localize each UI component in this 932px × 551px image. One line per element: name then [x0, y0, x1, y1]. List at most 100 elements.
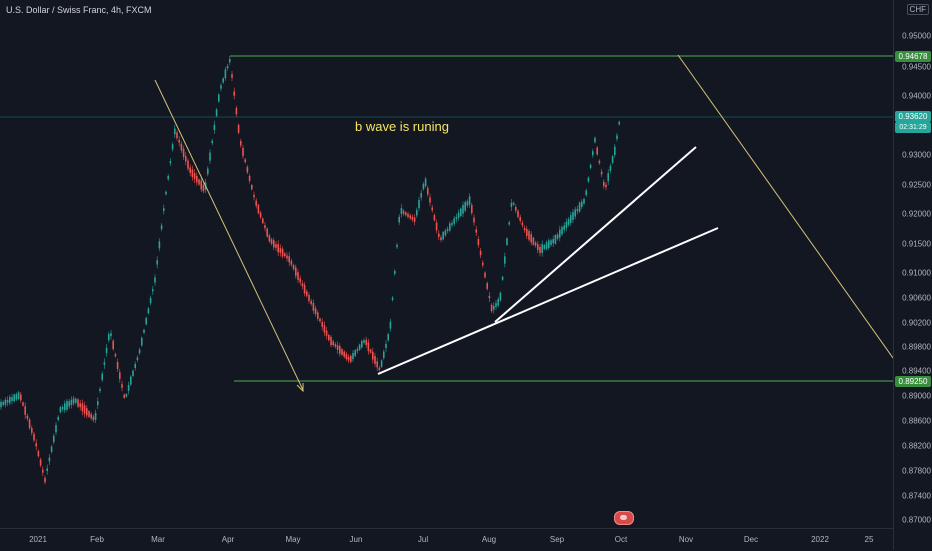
candle-body [251, 185, 253, 190]
candle-body [387, 334, 389, 341]
time-tick: Apr [221, 535, 235, 544]
candle-body [229, 58, 231, 63]
chart-pane[interactable]: U.S. Dollar / Swiss Franc, 4h, FXCM b wa… [0, 0, 894, 528]
candle-body [79, 403, 81, 408]
candle-body [444, 230, 447, 236]
current-price-label: 0.93620 [895, 111, 931, 122]
candle-body [339, 345, 341, 354]
symbol-title[interactable]: U.S. Dollar / Swiss Franc, 4h, FXCM [6, 5, 152, 15]
candle-body [453, 218, 455, 224]
candle-body [299, 278, 301, 283]
channel-arrow-head [296, 383, 304, 393]
candle-body [154, 277, 156, 283]
candle-body [550, 240, 552, 246]
candle-body [207, 168, 209, 175]
price-tick: 0.93000 [902, 150, 931, 160]
currency-badge[interactable]: CHF [906, 4, 929, 15]
candle-body [528, 231, 530, 240]
candle-body [72, 398, 75, 404]
candle-body [383, 351, 385, 359]
candle-body [464, 202, 466, 211]
candle-body [460, 208, 462, 216]
candle-body [354, 350, 356, 356]
candle-body [240, 140, 242, 146]
candle-body [321, 322, 323, 327]
candle-body [330, 336, 332, 346]
upper-level-price-label: 0.94678 [895, 51, 931, 62]
chart-annotation-text[interactable]: b wave is runing [355, 119, 449, 134]
candle-body [68, 401, 70, 407]
candle-body [165, 191, 167, 195]
price-tick: 0.88600 [902, 416, 931, 426]
candle-body [180, 143, 183, 151]
candle-body [583, 199, 585, 204]
candle-body [185, 156, 187, 162]
candle-body [143, 329, 145, 333]
candle-body [614, 146, 616, 155]
candle-body [88, 411, 90, 417]
candle-body [108, 334, 110, 341]
candle-body [4, 399, 7, 405]
candle-body [0, 401, 2, 408]
trend-line-upper[interactable] [494, 146, 697, 323]
candle-body [515, 206, 517, 211]
time-axis[interactable]: 2021 Feb Mar Apr May Jun Jul Aug Sep Oct… [0, 528, 893, 551]
candle-body [134, 364, 136, 368]
candle-body [332, 341, 334, 346]
price-tick: 0.90200 [902, 318, 931, 328]
candle-body [519, 217, 521, 221]
candle-body [46, 468, 48, 472]
candle-body [490, 304, 493, 312]
trend-line-lower[interactable] [377, 227, 719, 375]
candle-body [398, 216, 400, 223]
candle-body [17, 392, 20, 400]
candle-body [284, 253, 286, 257]
candle-body [50, 446, 53, 452]
candle-body [471, 204, 473, 214]
candle-body [277, 244, 279, 253]
candle-body [37, 451, 40, 457]
price-tick: 0.89000 [902, 391, 931, 401]
candle-body [103, 362, 106, 365]
price-tick: 0.94500 [902, 62, 931, 72]
candle-body [310, 300, 312, 304]
candle-body [484, 272, 486, 278]
candle-body [512, 202, 515, 205]
candle-body [33, 433, 35, 441]
candle-body [301, 283, 304, 287]
price-tick: 0.92000 [902, 209, 931, 219]
price-tick: 0.91000 [902, 268, 931, 278]
economic-event-icon[interactable] [614, 511, 634, 525]
candle-body [594, 137, 596, 143]
candle-body [361, 341, 363, 348]
candle-body [158, 241, 161, 249]
candle-body [94, 412, 97, 420]
candle-body [589, 164, 592, 168]
channel-line-right[interactable] [677, 54, 894, 359]
candle-body [532, 237, 535, 245]
candle-body [585, 190, 587, 196]
candle-body [545, 242, 548, 249]
candle-body [270, 239, 273, 244]
candle-body [449, 223, 451, 231]
candle-body [427, 188, 429, 195]
time-tick: Jul [417, 535, 429, 544]
price-tick: 0.94000 [902, 91, 931, 101]
time-tick: Mar [151, 535, 165, 544]
candle-body [70, 399, 73, 405]
candle-body [110, 333, 112, 337]
candle-body [138, 349, 141, 354]
price-axis[interactable]: CHF 0.95000 0.94500 0.94000 0.93000 0.92… [893, 0, 932, 550]
candle-body [99, 388, 101, 392]
candle-body [28, 419, 31, 429]
candle-body [587, 177, 590, 182]
candle-body [92, 416, 95, 421]
candle-body [171, 144, 174, 150]
candle-body [193, 173, 196, 180]
price-chart[interactable] [0, 0, 894, 528]
candle-body [187, 160, 189, 169]
candle-body [119, 372, 121, 380]
candle-body [543, 245, 546, 249]
channel-line-left[interactable] [154, 79, 304, 391]
candle-body [409, 215, 411, 219]
